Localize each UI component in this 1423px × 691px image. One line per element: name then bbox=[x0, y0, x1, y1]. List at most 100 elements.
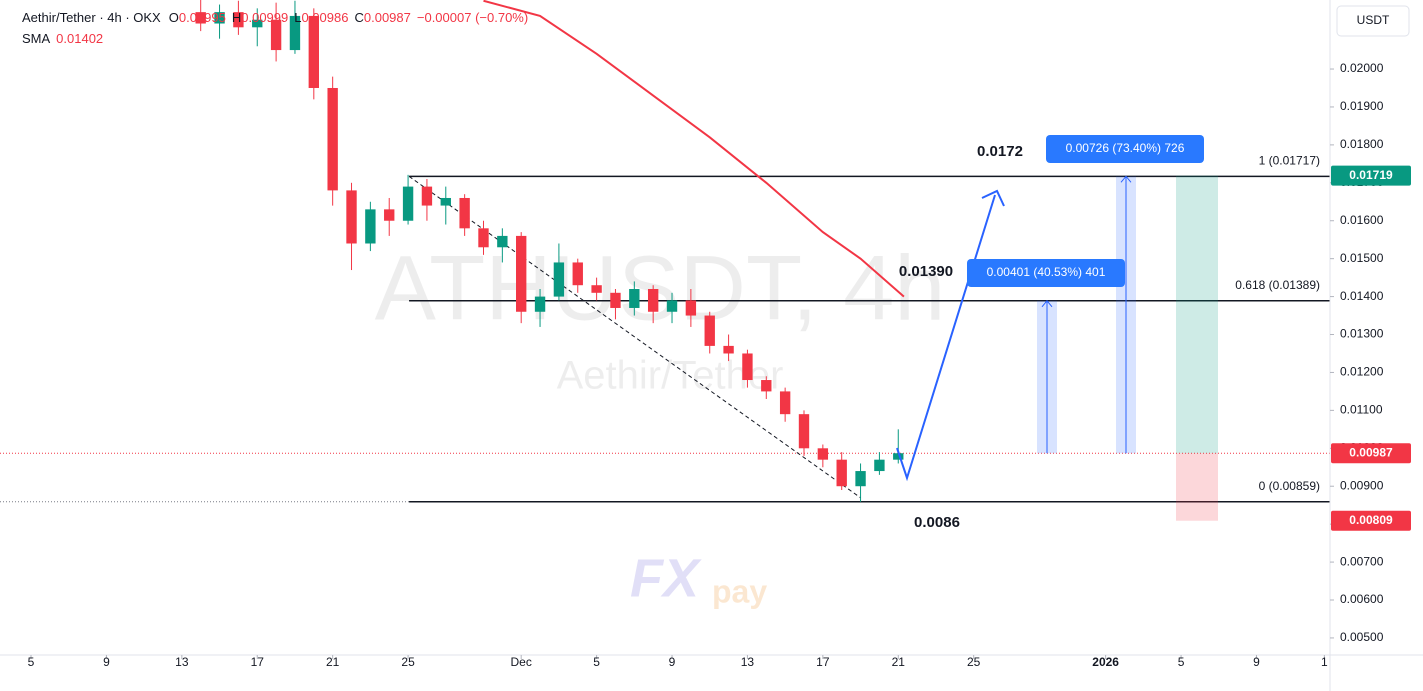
candle-body bbox=[666, 300, 678, 312]
candle-body bbox=[723, 345, 734, 354]
candle-body bbox=[421, 186, 433, 206]
candle-body bbox=[685, 300, 697, 316]
price-tag-label: 0.01719 bbox=[1349, 168, 1393, 182]
candle-body bbox=[516, 235, 527, 312]
candle-body bbox=[610, 292, 621, 308]
price-tag-label: 0.00809 bbox=[1349, 513, 1393, 527]
candle-body bbox=[534, 296, 546, 312]
measure-label: 0.00401 (40.53%) 401 bbox=[987, 265, 1106, 279]
ohlc-value: 0.00995 bbox=[179, 10, 226, 25]
watermark-layer: ATHUSDT, 4h Aethir/Tether FX pay bbox=[375, 237, 946, 609]
y-tick-label: 0.00900 bbox=[1340, 478, 1384, 492]
x-tick-label: 17 bbox=[816, 655, 830, 669]
plot bbox=[0, 0, 1330, 521]
symbol: Aethir/Tether · 4h · OKX bbox=[22, 10, 161, 25]
candle-body bbox=[761, 380, 772, 392]
x-tick-label: 25 bbox=[967, 655, 981, 669]
candle-body bbox=[252, 19, 263, 28]
candle-body bbox=[893, 453, 904, 460]
y-tick-label: 0.00600 bbox=[1340, 592, 1384, 606]
header-line: Aethir/Tether · 4h · OKX O0.00995 H0.00999… bbox=[22, 10, 528, 25]
ohlc-label: O bbox=[169, 10, 179, 25]
currency[interactable]: USDT bbox=[1357, 13, 1390, 27]
y-tick-label: 0.00500 bbox=[1340, 630, 1384, 644]
stop-zone bbox=[1176, 453, 1218, 521]
projection bbox=[896, 194, 996, 482]
fib-label: 1 (0.01717) bbox=[1259, 154, 1320, 168]
watermark-symbol: ATHUSDT, 4h bbox=[375, 237, 946, 339]
logo-pay: pay bbox=[712, 573, 767, 609]
candle-body bbox=[836, 459, 847, 487]
x-tick-label: Dec bbox=[511, 655, 532, 669]
y-tick-label: 0.01500 bbox=[1340, 251, 1384, 265]
ohlc-value: 0.00987 bbox=[364, 10, 411, 25]
y-tick-label: 0.01300 bbox=[1340, 327, 1384, 341]
candle-body bbox=[572, 262, 583, 286]
candle-body bbox=[365, 209, 376, 244]
candle-body bbox=[798, 414, 810, 449]
candle-body bbox=[704, 315, 715, 346]
currency-button[interactable] bbox=[1336, 5, 1410, 37]
x-tick-label: 13 bbox=[175, 655, 189, 669]
candle-body bbox=[591, 285, 602, 293]
measure-box bbox=[967, 259, 1125, 287]
candle-body bbox=[289, 15, 301, 51]
price-tag-label: 0.00987 bbox=[1349, 445, 1393, 459]
candle-body bbox=[855, 471, 866, 487]
change: −0.00007 (−0.70%) bbox=[417, 10, 528, 25]
y-tick-label: 0.01600 bbox=[1340, 213, 1384, 227]
candle-body bbox=[384, 209, 395, 221]
x-tick-label: 5 bbox=[1178, 655, 1185, 669]
fib-label: 0 (0.00859) bbox=[1259, 479, 1320, 493]
y-tick-label: 0.01800 bbox=[1340, 137, 1384, 151]
y-tick-label: 0.01200 bbox=[1340, 365, 1384, 379]
ohlc-value: 0.00999 bbox=[241, 10, 288, 25]
candle-body bbox=[233, 12, 244, 28]
ohlc-value: 0.00986 bbox=[301, 10, 348, 25]
candle-body bbox=[459, 197, 470, 229]
y-tick-label: 0.01100 bbox=[1340, 403, 1383, 417]
annotation: 0.0086 bbox=[914, 514, 960, 531]
sma-label: SMA bbox=[22, 31, 51, 46]
annotation: 0.0172 bbox=[977, 143, 1023, 160]
target-zone bbox=[1176, 175, 1218, 454]
measure-label: 0.00726 (73.40%) 726 bbox=[1066, 141, 1185, 155]
logo-fx: FX bbox=[630, 548, 702, 608]
price-tag bbox=[1331, 510, 1411, 531]
fib-label: 0.618 (0.01389) bbox=[1235, 278, 1320, 292]
candle-body bbox=[817, 448, 829, 460]
annotation: 0.01390 bbox=[899, 263, 953, 280]
candle-body bbox=[553, 262, 565, 297]
y-tick-label: 0.00700 bbox=[1340, 554, 1384, 568]
candle-body bbox=[327, 87, 338, 191]
x-tick-label: 21 bbox=[892, 655, 906, 669]
sma-value: 0.01402 bbox=[56, 31, 103, 46]
ohlc-label: H bbox=[232, 10, 241, 25]
candle-body bbox=[478, 228, 489, 248]
candle-body bbox=[270, 19, 282, 51]
ohlc-label: C bbox=[354, 10, 363, 25]
y-tick-label: 0.02000 bbox=[1340, 61, 1384, 75]
sma-line bbox=[483, 0, 905, 298]
candle-body bbox=[742, 353, 753, 381]
x-tick-label: 9 bbox=[103, 655, 110, 669]
candle-body bbox=[497, 235, 508, 248]
price-tag bbox=[1331, 443, 1411, 464]
candle-body bbox=[629, 289, 640, 308]
candle-body bbox=[647, 289, 659, 312]
x-tick-label: 5 bbox=[593, 655, 600, 669]
x-tick-label: 17 bbox=[251, 655, 265, 669]
range-head bbox=[1120, 175, 1132, 183]
candle-body bbox=[214, 12, 225, 24]
projection-head bbox=[981, 189, 1005, 207]
x-tick-label: 1 bbox=[1321, 655, 1328, 669]
x-tick-label: 21 bbox=[326, 655, 340, 669]
x-tick-label: 9 bbox=[669, 655, 676, 669]
measure-box bbox=[1046, 135, 1204, 163]
x-tick-label: 13 bbox=[741, 655, 755, 669]
range-head bbox=[1041, 299, 1053, 308]
candle-body bbox=[308, 15, 319, 88]
x-tick-label: 2026 bbox=[1092, 655, 1119, 669]
sma-legend: SMA 0.01402 bbox=[22, 31, 103, 46]
x-tick-label: 5 bbox=[28, 655, 35, 669]
